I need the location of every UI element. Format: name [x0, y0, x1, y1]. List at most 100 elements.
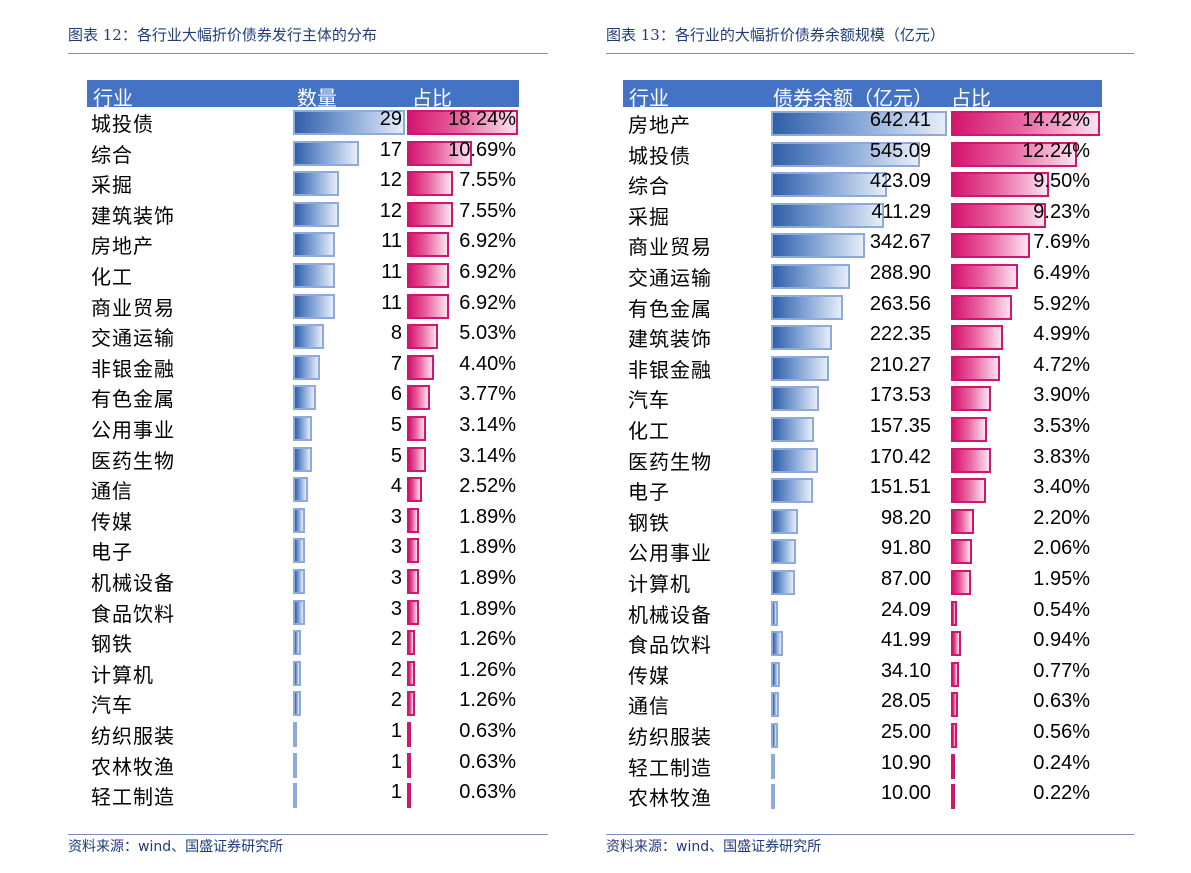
- share-bar: [951, 264, 1019, 289]
- count-bar: [771, 172, 887, 198]
- share-bar: [407, 324, 438, 350]
- share-bar: [951, 355, 1000, 381]
- right-bottom-rule: [606, 834, 1134, 835]
- industry-label: 化工: [91, 265, 133, 289]
- table-row: 房地产 642.41 14.42%: [606, 109, 1154, 139]
- industry-label: 通信: [91, 479, 133, 504]
- left-top-rule: [68, 53, 548, 54]
- share-value: 0.63%: [459, 750, 516, 773]
- count-value: 12: [379, 169, 402, 192]
- share-value: 5.03%: [459, 322, 516, 345]
- table-row: 纺织服装 1 0.63%: [0, 720, 548, 750]
- table-row: 化工 11 6.92%: [0, 261, 548, 291]
- share-bar: [951, 325, 1003, 351]
- left-caption: 图表 12：各行业大幅折价债券发行主体的分布: [68, 26, 377, 44]
- count-bar: [771, 294, 844, 320]
- industry-label: 电子: [91, 540, 133, 565]
- count-value: 263.56: [869, 292, 931, 315]
- share-bar: [951, 233, 1031, 259]
- count-bar: [771, 692, 779, 718]
- count-value: 17: [379, 138, 402, 161]
- share-bar: [407, 110, 518, 135]
- count-value: 1: [390, 781, 402, 804]
- count-bar: [771, 539, 797, 565]
- share-bar: [951, 111, 1100, 136]
- industry-label: 汽车: [628, 388, 670, 413]
- share-bar: [951, 570, 972, 595]
- industry-label: 纺织服装: [91, 724, 175, 748]
- count-bar: [293, 599, 305, 625]
- share-value: 6.92%: [459, 230, 516, 253]
- count-value: 12: [379, 199, 402, 222]
- table-row: 钢铁 98.20 2.20%: [606, 507, 1154, 537]
- left-header-industry: 行业: [93, 86, 133, 110]
- table-row: 机械设备 3 1.89%: [0, 567, 548, 597]
- table-row: 传媒 3 1.89%: [0, 506, 548, 536]
- count-bar: [293, 293, 336, 319]
- count-bar: [293, 722, 297, 747]
- count-bar: [293, 569, 305, 594]
- share-bar: [407, 140, 473, 166]
- count-bar: [771, 264, 851, 289]
- share-bar: [951, 539, 973, 565]
- table-row: 汽车 173.53 3.90%: [606, 384, 1154, 414]
- count-bar: [771, 753, 775, 779]
- industry-label: 综合: [91, 142, 133, 167]
- count-bar: [293, 752, 297, 778]
- share-bar: [951, 141, 1078, 167]
- share-value: 0.54%: [1033, 598, 1090, 621]
- share-value: 3.14%: [459, 444, 516, 467]
- left-panel: 图表 12：各行业大幅折价债券发行主体的分布 行业 数量 占比 城投债 29 18.…: [0, 0, 548, 873]
- count-bar: [293, 171, 340, 197]
- share-bar: [407, 293, 450, 319]
- industry-label: 商业贸易: [91, 295, 175, 320]
- count-value: 2: [390, 658, 402, 681]
- share-value: 3.40%: [1033, 476, 1090, 499]
- industry-label: 公用事业: [91, 418, 175, 442]
- industry-label: 化工: [628, 419, 670, 443]
- share-bar: [951, 294, 1013, 320]
- count-value: 41.99: [880, 629, 931, 652]
- share-bar: [951, 172, 1050, 198]
- share-bar: [407, 660, 415, 686]
- share-bar: [407, 569, 419, 594]
- table-row: 机械设备 24.09 0.54%: [606, 599, 1154, 629]
- share-value: 1.89%: [459, 567, 516, 589]
- share-bar: [407, 507, 419, 533]
- industry-label: 钢铁: [91, 632, 133, 657]
- table-row: 食品饮料 41.99 0.94%: [606, 629, 1154, 659]
- table-row: 城投债 545.09 12.24%: [606, 140, 1154, 170]
- industry-label: 房地产: [628, 113, 691, 137]
- count-value: 5: [390, 444, 402, 467]
- share-value: 1.95%: [1033, 568, 1090, 590]
- share-bar: [407, 263, 450, 288]
- share-bar: [407, 477, 423, 503]
- count-value: 28.05: [880, 690, 931, 713]
- count-bar: [293, 538, 305, 564]
- share-value: 4.72%: [1033, 353, 1090, 376]
- count-value: 4: [390, 475, 402, 498]
- share-bar: [951, 600, 957, 626]
- industry-label: 有色金属: [628, 296, 712, 321]
- count-value: 11: [381, 261, 402, 283]
- count-bar: [293, 630, 301, 656]
- industry-label: 汽车: [91, 693, 133, 718]
- count-bar: [771, 202, 884, 228]
- table-row: 轻工制造 1 0.63%: [0, 781, 548, 811]
- industry-label: 综合: [628, 174, 670, 199]
- table-row: 城投债 29 18.24%: [0, 108, 548, 138]
- industry-label: 非银金融: [628, 357, 712, 382]
- count-bar: [293, 660, 301, 686]
- share-bar: [407, 538, 419, 564]
- left-source: 资料来源：wind、国盛证券研究所: [68, 839, 284, 855]
- share-value: 0.77%: [1033, 659, 1090, 682]
- count-bar: [293, 110, 405, 135]
- share-value: 4.40%: [459, 352, 516, 375]
- industry-label: 建筑装饰: [628, 327, 712, 352]
- industry-label: 商业贸易: [628, 235, 712, 260]
- count-bar: [771, 570, 795, 595]
- count-value: 3: [390, 567, 402, 589]
- industry-label: 医药生物: [628, 449, 712, 474]
- share-bar: [951, 478, 987, 504]
- table-row: 传媒 34.10 0.77%: [606, 660, 1154, 690]
